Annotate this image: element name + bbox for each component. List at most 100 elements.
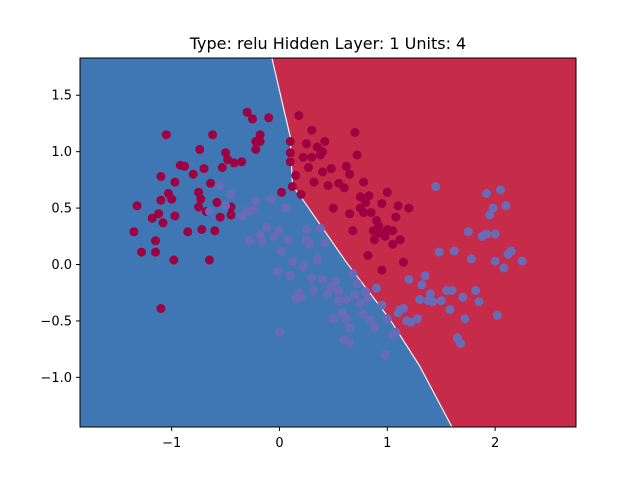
- data-point-0-40: [237, 157, 247, 167]
- data-point-0-68: [326, 164, 336, 174]
- data-point-1-14: [275, 226, 284, 236]
- data-point-1-49: [350, 290, 360, 300]
- data-point-0-67: [323, 181, 333, 190]
- data-point-0-30: [208, 130, 218, 140]
- data-point-0-20: [188, 169, 198, 179]
- data-point-0-89: [374, 221, 384, 231]
- data-point-0-72: [341, 161, 351, 171]
- data-point-1-11: [262, 222, 271, 232]
- data-point-0-35: [221, 148, 231, 158]
- data-point-0-81: [359, 177, 369, 187]
- data-point-1-35: [320, 238, 330, 248]
- data-point-1-16: [275, 327, 284, 337]
- data-point-1-93: [482, 229, 491, 239]
- region-right: [271, 58, 576, 427]
- data-point-1-0: [204, 207, 214, 216]
- data-point-0-31: [210, 226, 220, 236]
- data-point-0-6: [154, 209, 164, 219]
- data-point-1-77: [434, 247, 444, 257]
- data-point-1-85: [458, 292, 468, 302]
- y-tick-label-3: 0.5: [51, 202, 72, 217]
- data-point-1-50: [352, 279, 362, 289]
- data-point-0-21: [194, 202, 204, 212]
- data-point-0-82: [361, 197, 371, 207]
- data-point-0-69: [328, 203, 338, 213]
- data-point-0-11: [161, 130, 171, 140]
- data-point-1-41: [334, 296, 344, 306]
- data-point-0-5: [151, 247, 160, 257]
- y-tick-label-2: 0.0: [51, 258, 72, 273]
- data-point-0-66: [320, 137, 330, 146]
- data-point-0-101: [399, 257, 408, 267]
- decision-regions: [80, 58, 576, 427]
- data-point-1-12: [266, 194, 276, 204]
- data-points: [129, 107, 527, 360]
- data-point-0-52: [287, 182, 297, 192]
- data-point-1-17: [277, 246, 287, 256]
- data-point-0-3: [147, 213, 157, 223]
- data-point-1-87: [463, 227, 473, 237]
- data-point-0-41: [242, 107, 252, 117]
- plot-area: [79, 57, 577, 428]
- data-point-1-25: [298, 262, 308, 272]
- data-point-0-33: [215, 212, 225, 222]
- data-point-0-59: [307, 125, 317, 135]
- x-axis: −1 0 1 2: [162, 427, 499, 451]
- data-point-1-71: [417, 280, 427, 290]
- data-point-1-3: [226, 190, 236, 199]
- data-point-1-76: [431, 182, 441, 192]
- data-point-1-36: [323, 289, 333, 299]
- y-tick-label-5: 1.5: [51, 89, 72, 104]
- data-point-0-26: [199, 164, 209, 174]
- data-point-1-55: [366, 315, 376, 325]
- data-point-0-10: [156, 304, 166, 313]
- data-point-1-45: [341, 314, 351, 324]
- data-point-0-71: [339, 183, 349, 193]
- y-tick-label-0: −1.0: [40, 371, 72, 386]
- data-point-1-33: [316, 223, 325, 233]
- data-point-0-16: [170, 177, 180, 187]
- data-point-0-96: [388, 226, 398, 236]
- data-point-0-99: [393, 201, 403, 211]
- data-point-1-47: [345, 337, 355, 347]
- data-point-0-80: [359, 208, 369, 218]
- data-point-1-101: [501, 201, 511, 211]
- data-point-1-7: [248, 205, 257, 215]
- data-point-1-24: [296, 292, 306, 302]
- y-tick-label-4: 1.0: [51, 145, 72, 160]
- data-point-1-96: [490, 229, 500, 239]
- data-point-0-102: [404, 203, 414, 213]
- data-point-0-64: [318, 147, 328, 157]
- data-point-1-103: [506, 246, 516, 256]
- data-point-0-9: [158, 218, 168, 228]
- data-point-1-53: [361, 287, 371, 297]
- data-point-1-95: [488, 203, 498, 213]
- data-point-1-52: [359, 309, 369, 319]
- data-point-1-59: [380, 350, 390, 360]
- data-point-1-97: [490, 256, 500, 266]
- data-point-1-34: [318, 274, 328, 284]
- data-point-1-54: [363, 293, 373, 303]
- data-point-1-89: [471, 286, 481, 295]
- data-point-1-60: [382, 314, 392, 324]
- data-point-0-51: [285, 157, 295, 167]
- data-point-0-76: [350, 128, 360, 137]
- data-point-0-97: [388, 239, 398, 249]
- data-point-0-65: [318, 167, 328, 177]
- data-point-1-6: [244, 236, 254, 246]
- data-point-0-45: [255, 137, 265, 146]
- data-point-0-34: [217, 163, 227, 172]
- data-point-1-48: [348, 269, 358, 278]
- data-point-0-84: [364, 191, 374, 201]
- data-point-0-2: [137, 247, 146, 257]
- data-point-0-47: [264, 113, 274, 123]
- data-point-0-75: [348, 226, 358, 236]
- data-point-0-48: [277, 187, 287, 197]
- x-tick-label-2: 1: [383, 436, 391, 451]
- data-point-0-4: [151, 236, 160, 246]
- data-point-1-78: [436, 296, 446, 306]
- data-point-1-69: [413, 314, 422, 324]
- data-point-1-88: [466, 254, 476, 264]
- chart-title: Type: relu Hidden Layer: 1 Units: 4: [189, 34, 466, 53]
